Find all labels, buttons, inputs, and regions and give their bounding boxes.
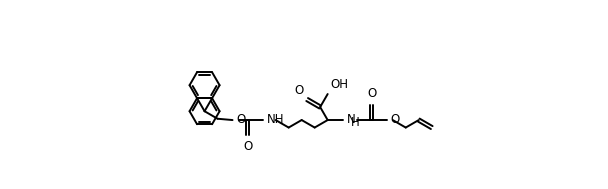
Text: O: O bbox=[390, 113, 399, 126]
Text: N: N bbox=[347, 113, 356, 126]
Text: NH: NH bbox=[267, 113, 285, 126]
Text: OH: OH bbox=[331, 78, 349, 91]
Text: O: O bbox=[294, 84, 303, 97]
Text: O: O bbox=[243, 140, 252, 153]
Text: O: O bbox=[367, 87, 376, 100]
Text: O: O bbox=[237, 113, 246, 126]
Text: H: H bbox=[351, 116, 360, 129]
